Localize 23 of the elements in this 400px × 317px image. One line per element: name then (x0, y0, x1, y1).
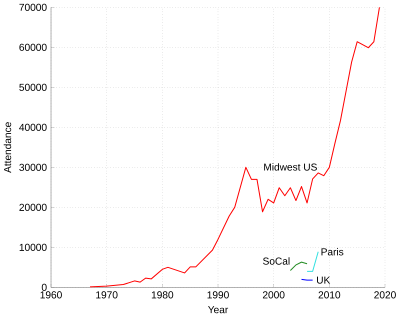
x-tick-label: 1960 (40, 291, 62, 298)
y-tick-label: 20000 (19, 204, 47, 211)
x-tick-label: 1980 (152, 291, 174, 298)
y-tick-label: 50000 (19, 84, 47, 91)
x-axis-title: Year (208, 306, 228, 314)
series-label: Paris (322, 248, 344, 256)
x-tick-label: 2020 (374, 291, 396, 298)
y-tick-label: 0 (42, 284, 47, 291)
y-axis-title: Attendance (4, 122, 12, 173)
x-tick-label: 1970 (96, 291, 118, 298)
line-series (89, 6, 380, 288)
series-label: Midwest US (264, 163, 317, 171)
x-tick-label: 2010 (318, 291, 340, 298)
x-tick-label: 1990 (208, 291, 229, 298)
y-tick-label: 10000 (20, 244, 47, 251)
series-label: SoCal (263, 257, 290, 265)
series-label: UK (317, 276, 330, 284)
x-tick-label: 2000 (262, 291, 285, 298)
y-tick-label: 70000 (19, 4, 47, 11)
y-tick-label: 40000 (19, 124, 47, 131)
y-tick-label: 60000 (19, 44, 47, 51)
line-series (290, 262, 308, 272)
y-tick-label: 30000 (19, 164, 47, 171)
